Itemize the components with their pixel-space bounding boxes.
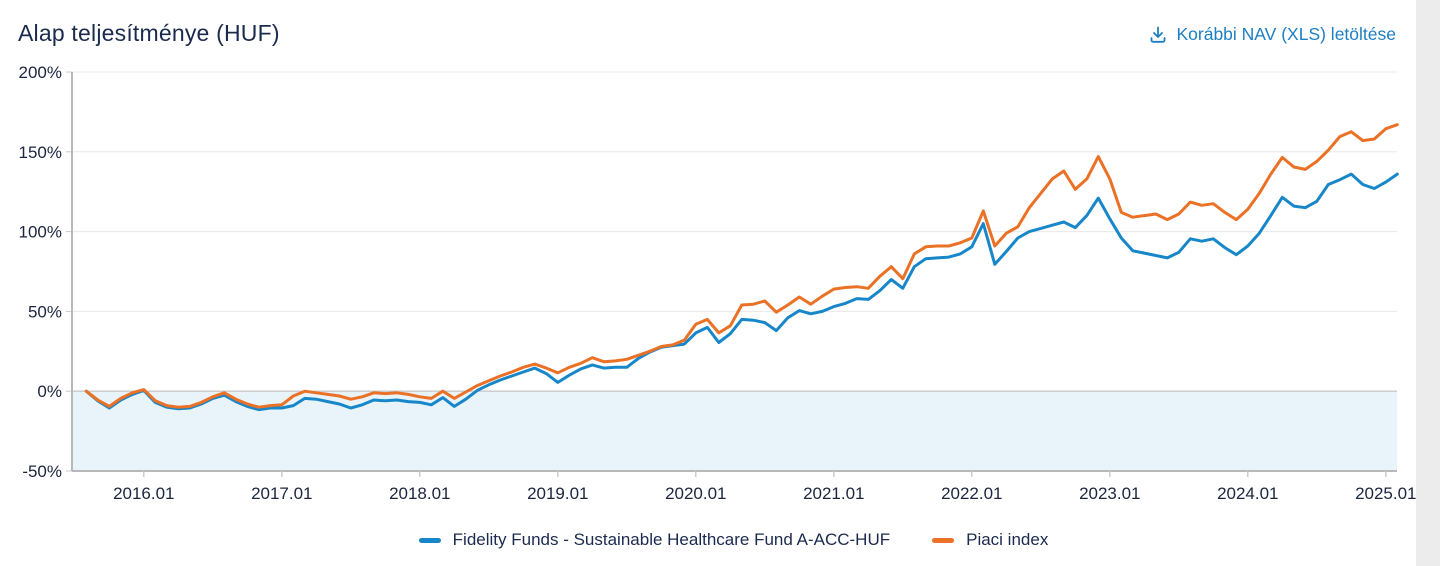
x-axis-label: 2025.01: [1355, 484, 1416, 503]
y-axis-label: 150%: [19, 143, 62, 162]
y-axis-label: 50%: [28, 302, 62, 321]
x-axis-label: 2024.01: [1217, 484, 1278, 503]
download-nav-xls-link[interactable]: Korábbi NAV (XLS) letöltése: [1148, 24, 1396, 45]
performance-chart[interactable]: 200% 150% 100% 50% 0% -50% 2016.01 2017.01 2018.…: [0, 60, 1440, 510]
chart-legend: Fidelity Funds - Sustainable Healthcare …: [72, 530, 1395, 550]
below-zero-band: [72, 391, 1397, 471]
legend-item-fund[interactable]: Fidelity Funds - Sustainable Healthcare …: [418, 530, 891, 550]
x-axis-label: 2021.01: [803, 484, 864, 503]
y-axis-label: -50%: [22, 462, 62, 481]
y-axis-label: 200%: [19, 63, 62, 82]
fund-legend-label: Fidelity Funds - Sustainable Healthcare …: [452, 530, 891, 549]
download-icon: [1148, 24, 1168, 45]
y-axis-label: 100%: [19, 223, 62, 242]
fund-legend-marker: [418, 537, 441, 543]
series-line-0[interactable]: [84, 172, 1399, 412]
x-axis-label: 2019.01: [527, 484, 588, 503]
page-title: Alap teljesítménye (HUF): [18, 20, 280, 46]
index-legend-marker: [932, 537, 955, 543]
y-axis-label: 0%: [37, 382, 62, 401]
x-axis-label: 2023.01: [1079, 484, 1140, 503]
x-axis-label: 2017.01: [251, 484, 312, 503]
index-legend-label: Piaci index: [966, 530, 1049, 549]
x-axis-label: 2018.01: [389, 484, 450, 503]
x-axis-label: 2022.01: [941, 484, 1002, 503]
performance-chart-svg[interactable]: 200% 150% 100% 50% 0% -50% 2016.01 2017.01 2018.…: [0, 60, 1440, 510]
x-axis-label: 2020.01: [665, 484, 726, 503]
page-side-strip: [1416, 0, 1440, 566]
legend-item-index[interactable]: Piaci index: [932, 530, 1048, 550]
series-line-1[interactable]: [84, 123, 1399, 409]
download-link-label: Korábbi NAV (XLS) letöltése: [1176, 24, 1396, 44]
x-axis-label: 2016.01: [113, 484, 174, 503]
